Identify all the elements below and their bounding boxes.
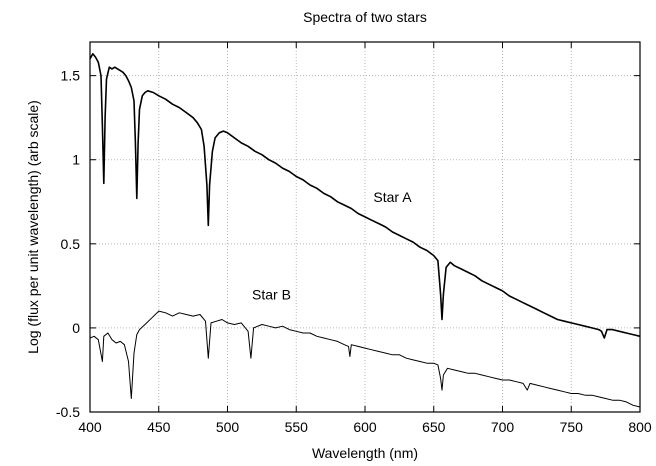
annotations: Star A Star B <box>252 189 412 303</box>
x-tick-label: 400 <box>78 419 102 435</box>
y-tick-label: -0.5 <box>56 404 80 420</box>
plot-frame <box>89 41 641 413</box>
series-label: Star A <box>373 189 412 205</box>
y-tick-label: 1.5 <box>61 68 81 84</box>
series-layer <box>89 53 641 408</box>
y-tick-label: 0 <box>72 320 80 336</box>
grid <box>90 42 640 413</box>
x-tick-label: 700 <box>491 419 515 435</box>
x-tick-label: 750 <box>560 419 584 435</box>
x-tick-label: 600 <box>353 419 377 435</box>
y-tick-label: 1 <box>72 152 80 168</box>
x-tick-label: 550 <box>285 419 309 435</box>
x-tick-label: 450 <box>147 419 171 435</box>
series-line-star-a <box>89 53 641 339</box>
x-tick-label: 650 <box>422 419 446 435</box>
series-label: Star B <box>252 286 291 302</box>
ticks: 400 450 500 550 600 650 700 750 800 -0.5 0 0.5 1 1.5 <box>56 42 652 435</box>
y-axis-title: Log (flux per unit wavelength) (arb scal… <box>25 100 41 354</box>
series-line-star-b <box>89 310 641 408</box>
x-tick-label: 500 <box>216 419 240 435</box>
y-tick-label: 0.5 <box>61 236 81 252</box>
chart-title: Spectra of two stars <box>303 9 427 25</box>
x-axis-title: Wavelength (nm) <box>312 445 418 461</box>
x-tick-label: 800 <box>628 419 652 435</box>
